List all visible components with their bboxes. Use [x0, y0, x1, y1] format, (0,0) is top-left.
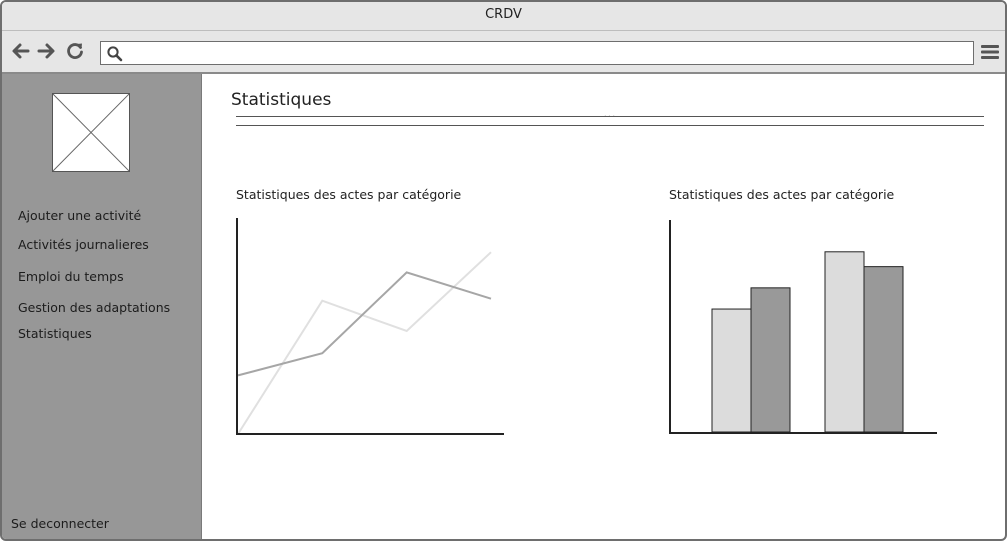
bar-2-series-1: [824, 251, 865, 433]
arrow-left-icon: [12, 43, 30, 59]
sidebar-item-statistiques[interactable]: Statistiques: [18, 326, 92, 341]
bar-2-series-2: [863, 266, 904, 433]
line-series-1: [237, 251, 492, 435]
line-series-2: [237, 271, 492, 377]
sidebar-item-gestion-adaptations[interactable]: Gestion des adaptations: [18, 300, 171, 315]
browser-menu-button[interactable]: [980, 42, 1000, 62]
bar-1-series-2: [750, 287, 791, 433]
sidebar-item-ajouter-activite[interactable]: Ajouter une activité: [18, 208, 142, 223]
browser-toolbar: [2, 31, 1005, 74]
title-divider: ...: [236, 109, 984, 126]
arrow-right-icon: [37, 43, 55, 59]
refresh-icon: [67, 43, 83, 59]
url-input[interactable]: [127, 44, 967, 62]
main-content: Statistiques ... Statistiques des actes …: [202, 74, 1005, 539]
sidebar-item-emploi-du-temps[interactable]: Emploi du temps: [18, 269, 124, 284]
forward-button[interactable]: [36, 41, 56, 61]
divider-dots: ...: [603, 109, 617, 120]
logo-image-placeholder: [52, 93, 130, 172]
address-bar[interactable]: [100, 41, 974, 65]
logout-link[interactable]: Se deconnecter: [11, 516, 109, 531]
window-title: CRDV: [2, 2, 1005, 31]
sidebar-item-activites-journalieres[interactable]: Activités journalieres: [18, 237, 149, 252]
back-button[interactable]: [11, 41, 31, 61]
bar-chart: [669, 220, 937, 434]
bar-chart-title: Statistiques des actes par catégorie: [669, 187, 895, 202]
hamburger-menu-icon: [981, 45, 999, 59]
line-chart: [236, 218, 504, 435]
reload-button[interactable]: [65, 41, 85, 61]
sidebar: Ajouter une activité Activités journalie…: [2, 74, 202, 539]
line-chart-title: Statistiques des actes par catégorie: [236, 187, 462, 202]
search-icon: [107, 46, 123, 62]
page-title: Statistiques: [231, 90, 332, 110]
bar-1-series-1: [711, 308, 752, 433]
